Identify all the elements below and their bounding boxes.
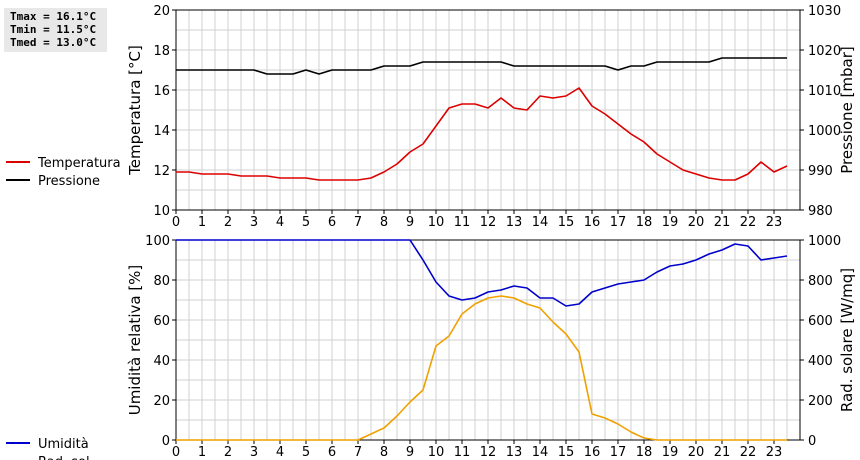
x-tick-label: 9	[406, 215, 414, 230]
x-tick-label: 4	[276, 215, 284, 230]
x-tick-label: 7	[354, 445, 362, 460]
legend-label: Pressione	[38, 174, 100, 189]
x-tick-label: 15	[558, 215, 575, 230]
y-left-tick-label: 10	[153, 204, 170, 219]
chart-panel-1: 0 1 2 3 4 5 6 7 8 9 10 11 12 13 14 15 16 17 18 19 20 21 22 2310…	[6, 4, 856, 230]
y-left-tick-label: 20	[153, 394, 170, 409]
y-left-tick-label: 100	[145, 234, 170, 249]
tmin-text: Tmin = 11.5°C	[10, 23, 97, 36]
x-tick-label: 8	[380, 215, 388, 230]
series-line-1	[176, 239, 788, 307]
x-tick-label: 5	[302, 445, 310, 460]
x-tick-label: 1	[198, 445, 206, 460]
y-left-tick-label: 14	[153, 124, 170, 139]
x-tick-label: 13	[506, 215, 523, 230]
y-left-tick-label: 18	[153, 44, 170, 59]
x-tick-label: 5	[302, 215, 310, 230]
x-tick-label: 3	[250, 445, 258, 460]
x-tick-label: 19	[662, 445, 679, 460]
x-tick-label: 16	[584, 215, 601, 230]
y-right-tick-label: 980	[808, 204, 833, 219]
x-tick-label: 20	[688, 445, 705, 460]
x-tick-label: 0	[172, 215, 180, 230]
series-line-1	[176, 87, 788, 181]
y-left-axis-label: Temperatura [°C]	[126, 45, 144, 176]
tmed-text: Tmed = 13.0°C	[10, 36, 97, 49]
x-tick-label: 3	[250, 215, 258, 230]
y-right-tick-label: 0	[808, 434, 816, 449]
y-right-tick-label: 1020	[808, 44, 841, 59]
x-tick-label: 22	[740, 445, 757, 460]
tmax-text: Tmax = 16.1°C	[10, 10, 97, 23]
x-tick-label: 14	[532, 215, 549, 230]
series-line-2	[176, 57, 787, 75]
chart-panel-2: 0 1 2 3 4 5 6 7 8 9 10 11 12 13 14 15 16 17 18 19 20 21 22 2302…	[6, 234, 856, 460]
y-right-tick-label: 1030	[808, 4, 841, 19]
y-right-tick-label: 1000	[808, 124, 841, 139]
x-tick-label: 14	[532, 445, 549, 460]
y-right-tick-label: 200	[808, 394, 833, 409]
y-left-tick-label: 0	[162, 434, 170, 449]
x-tick-label: 10	[428, 215, 445, 230]
x-tick-label: 17	[610, 215, 627, 230]
x-tick-label: 2	[224, 445, 232, 460]
x-tick-label: 23	[766, 215, 783, 230]
y-left-tick-label: 16	[153, 84, 170, 99]
x-tick-label: 6	[328, 445, 336, 460]
y-right-tick-label: 800	[808, 274, 833, 289]
x-tick-label: 6	[328, 215, 336, 230]
y-left-tick-label: 20	[153, 4, 170, 19]
x-tick-label: 17	[610, 445, 627, 460]
x-tick-label: 12	[480, 445, 497, 460]
x-tick-label: 19	[662, 215, 679, 230]
legend-label: Rad. sol.	[38, 455, 94, 460]
x-tick-label: 9	[406, 445, 414, 460]
x-tick-label: 23	[766, 445, 783, 460]
y-right-tick-label: 1010	[808, 84, 841, 99]
x-tick-label: 2	[224, 215, 232, 230]
x-tick-label: 0	[172, 445, 180, 460]
y-left-axis-label: Umidità relativa [%]	[126, 265, 144, 416]
x-tick-label: 16	[584, 445, 601, 460]
y-left-tick-label: 12	[153, 164, 170, 179]
y-left-tick-label: 60	[153, 314, 170, 329]
x-tick-label: 18	[636, 215, 653, 230]
x-tick-label: 21	[714, 215, 731, 230]
y-right-tick-label: 1000	[808, 234, 841, 249]
x-tick-label: 11	[454, 215, 471, 230]
y-right-tick-label: 990	[808, 164, 833, 179]
x-tick-label: 21	[714, 445, 731, 460]
legend-label: Temperatura	[37, 156, 121, 171]
x-tick-label: 8	[380, 445, 388, 460]
y-right-axis-label: Rad. solare [W/mq]	[838, 268, 856, 412]
x-tick-label: 10	[428, 445, 445, 460]
legend-label: Umidità	[38, 437, 89, 452]
y-left-tick-label: 40	[153, 354, 170, 369]
x-tick-label: 11	[454, 445, 471, 460]
y-right-axis-label: Pressione [mbar]	[838, 46, 856, 174]
x-tick-label: 1	[198, 215, 206, 230]
y-left-tick-label: 80	[153, 274, 170, 289]
x-tick-label: 4	[276, 445, 284, 460]
x-tick-label: 22	[740, 215, 757, 230]
y-right-tick-label: 400	[808, 354, 833, 369]
series-line-2	[176, 295, 787, 441]
x-tick-label: 7	[354, 215, 362, 230]
x-tick-label: 18	[636, 445, 653, 460]
stats-box: Tmax = 16.1°C Tmin = 11.5°C Tmed = 13.0°…	[4, 8, 107, 52]
x-tick-label: 15	[558, 445, 575, 460]
x-tick-label: 20	[688, 215, 705, 230]
x-tick-label: 13	[506, 445, 523, 460]
x-tick-label: 12	[480, 215, 497, 230]
y-right-tick-label: 600	[808, 314, 833, 329]
